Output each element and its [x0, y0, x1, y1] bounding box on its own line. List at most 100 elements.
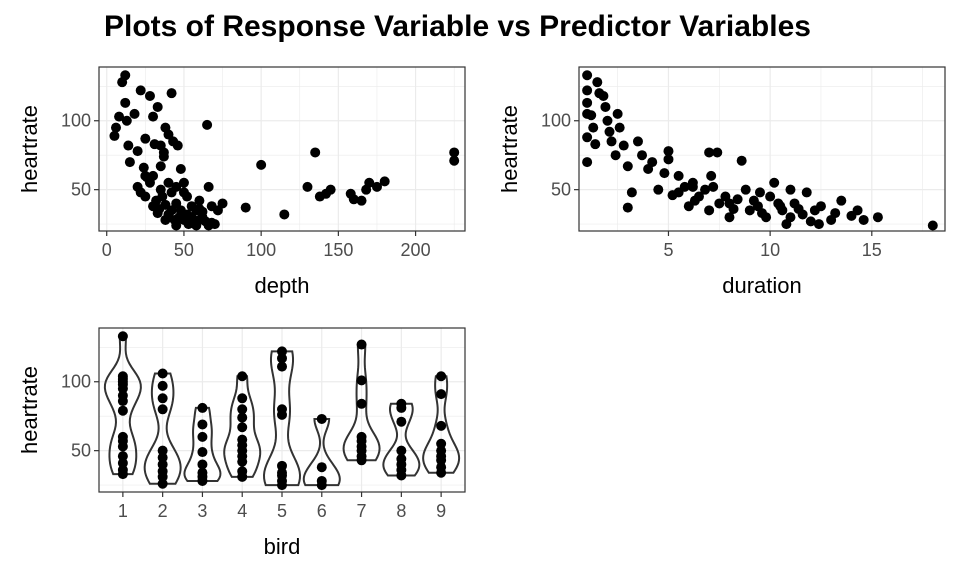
data-point — [157, 404, 168, 415]
data-point — [364, 177, 375, 188]
data-point — [175, 163, 186, 174]
x-tick-label: 150 — [323, 240, 353, 260]
panel-border — [98, 66, 466, 232]
x-tick-label: 8 — [396, 501, 406, 521]
data-point — [163, 177, 174, 188]
data-point — [805, 216, 816, 227]
data-point — [277, 361, 287, 372]
data-point — [124, 157, 135, 168]
data-point — [632, 136, 643, 147]
data-point — [172, 140, 183, 151]
data-point — [155, 161, 166, 172]
data-point — [582, 70, 593, 81]
x-tick-label: 50 — [174, 240, 194, 260]
data-point — [138, 162, 149, 173]
data-point — [663, 146, 674, 157]
data-point — [663, 154, 674, 165]
data-point — [157, 380, 168, 391]
x-tick-label: 5 — [663, 240, 673, 260]
data-point — [325, 184, 336, 195]
data-point — [396, 470, 407, 481]
data-point — [582, 85, 593, 96]
data-point — [582, 157, 593, 168]
data-point — [120, 97, 131, 108]
data-point — [356, 398, 367, 409]
data-point — [693, 191, 704, 202]
data-point — [197, 431, 208, 442]
x-tick-label: 200 — [401, 240, 431, 260]
data-point — [436, 438, 447, 449]
violin-bird-6 — [302, 417, 341, 487]
data-point — [117, 451, 128, 462]
data-point — [724, 212, 735, 223]
data-point — [744, 205, 755, 216]
x-tick-label: 15 — [862, 240, 882, 260]
data-point — [604, 126, 615, 137]
x-tick-label: 0 — [102, 240, 112, 260]
data-point — [637, 150, 648, 161]
data-point — [135, 187, 146, 198]
data-point — [647, 157, 658, 168]
y-tick-label: 100 — [541, 111, 571, 131]
data-point — [653, 184, 664, 195]
data-point — [600, 101, 611, 112]
data-point — [316, 413, 327, 424]
data-point — [436, 455, 447, 466]
data-point — [194, 195, 205, 206]
data-point — [356, 455, 367, 466]
data-point — [178, 187, 189, 198]
data-point — [157, 393, 168, 404]
y-tick-label: 50 — [551, 180, 571, 200]
data-point — [687, 181, 698, 192]
data-point — [237, 412, 248, 423]
data-point — [117, 469, 128, 480]
data-point — [157, 445, 168, 456]
data-point — [582, 132, 593, 143]
y-tick-label: 100 — [61, 111, 91, 131]
data-point — [927, 220, 938, 231]
data-point — [379, 176, 390, 187]
data-point — [256, 159, 267, 170]
data-point — [582, 97, 593, 108]
x-tick-label: 6 — [317, 501, 327, 521]
data-point — [618, 140, 629, 151]
data-point — [356, 339, 367, 350]
data-point — [237, 371, 248, 382]
data-point — [586, 110, 597, 121]
x-axis-title: bird — [264, 534, 301, 559]
data-point — [706, 170, 717, 181]
data-point — [237, 471, 248, 482]
data-point — [785, 212, 796, 223]
data-point — [144, 177, 155, 188]
data-point — [436, 389, 447, 400]
data-point — [714, 198, 725, 209]
x-tick-label: 100 — [246, 240, 276, 260]
data-point — [197, 402, 208, 413]
data-point — [109, 130, 120, 141]
y-tick-label: 100 — [61, 372, 91, 392]
data-point — [157, 478, 168, 489]
data-point — [396, 402, 407, 413]
y-tick-label: 50 — [71, 441, 91, 461]
data-point — [157, 191, 168, 202]
data-point — [606, 136, 617, 147]
data-point — [117, 458, 128, 469]
data-point — [157, 471, 168, 482]
data-point — [202, 119, 213, 130]
data-point — [279, 209, 290, 220]
data-point — [237, 404, 248, 415]
data-point — [356, 375, 367, 386]
data-point — [194, 203, 205, 214]
data-point — [209, 219, 220, 230]
data-point — [157, 368, 168, 379]
data-point — [436, 371, 447, 382]
data-point — [117, 396, 128, 407]
data-point — [588, 122, 599, 133]
data-point — [590, 139, 601, 150]
data-point — [157, 452, 168, 463]
data-point — [277, 409, 287, 420]
data-point — [158, 151, 169, 162]
data-point — [178, 177, 189, 188]
data-point — [740, 184, 751, 195]
data-point — [110, 122, 121, 133]
